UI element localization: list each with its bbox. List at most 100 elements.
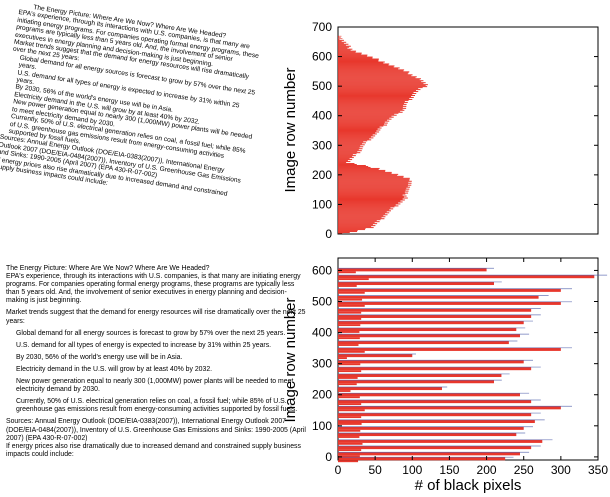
profile-bar [338, 400, 532, 404]
profile-bar [338, 105, 407, 107]
profile-bar [338, 100, 405, 102]
profile-bar [338, 154, 353, 156]
profile-bar [338, 229, 365, 231]
profile-bar [338, 324, 361, 327]
profile-bar [338, 176, 404, 178]
profile-bar [338, 344, 359, 346]
y-axis-label: Image row number [282, 297, 299, 422]
doc-paragraph: Electricity demand in the U.S. will grow… [16, 365, 213, 373]
profile-bar [338, 347, 561, 351]
profile-bar [338, 42, 344, 44]
profile-bar [338, 51, 356, 53]
profile-bar [338, 87, 423, 89]
profile-bar [338, 101, 408, 103]
profile-bar [338, 275, 595, 279]
profile-bar [338, 92, 414, 94]
profile-bar [338, 56, 373, 58]
profile-bar [338, 37, 341, 38]
profile-bar [338, 155, 356, 157]
profile-bar [338, 197, 408, 199]
profile-bar [338, 209, 390, 211]
profile-bar [338, 219, 381, 221]
profile-bar [338, 218, 385, 220]
x-tick-label: 250 [514, 463, 534, 477]
x-tick-label: 350 [588, 463, 608, 477]
y-tick-label: 600 [312, 50, 332, 64]
profile-bar [338, 206, 395, 208]
profile-bar [338, 216, 386, 218]
profile-bar [338, 67, 400, 69]
x-tick-label: 200 [477, 463, 497, 477]
profile-bar [338, 89, 421, 91]
x-tick-label: 300 [551, 463, 571, 477]
profile-bar [338, 119, 388, 121]
profile-bar [338, 82, 426, 84]
profile-bar [338, 177, 410, 179]
profile-bar [338, 179, 410, 181]
y-tick-label: 700 [312, 20, 332, 34]
doc-paragraph: Sources: Annual Energy Outlook (DOE/EIA-… [6, 418, 306, 442]
profile-bar [338, 128, 378, 130]
profile-bar [338, 193, 406, 195]
profile-bar [338, 129, 381, 131]
straight-document-scan: The Energy Picture: Where Are We Now? Wh… [6, 265, 306, 459]
doc-paragraph: U.S. demand for all types of energy is e… [16, 341, 272, 349]
profile-bar [338, 227, 374, 229]
profile-bar [338, 354, 413, 358]
profile-bar [338, 130, 377, 132]
profile-bar [338, 126, 380, 128]
profile-bar [338, 115, 392, 117]
profile-bar [338, 172, 392, 174]
profile-bar [338, 118, 392, 120]
profile-bar [338, 96, 412, 97]
profile-bar [338, 409, 365, 412]
profile-bar [338, 301, 561, 305]
profile-bar [338, 98, 413, 100]
profile-bar [338, 135, 376, 137]
profile-bar [338, 231, 358, 233]
profile-bar [338, 331, 360, 333]
profile-bar [338, 432, 517, 437]
profile-bar [338, 134, 373, 136]
profile-bar [338, 288, 561, 292]
doc-paragraph: If energy prices also rise dramatically … [6, 442, 301, 458]
profile-bar [338, 308, 532, 312]
profile-bar [338, 138, 370, 140]
y-tick-label: 500 [312, 295, 332, 309]
profile-bar [338, 295, 539, 299]
profile-bar [338, 106, 403, 108]
profile-bar [338, 205, 399, 207]
profile-bar [338, 90, 416, 92]
profile-bar [338, 113, 395, 115]
profile-bar [338, 163, 355, 165]
profile-bar [338, 86, 428, 88]
profile-bar [338, 380, 494, 384]
profile-bar [338, 446, 532, 450]
profile-bar [338, 112, 399, 114]
profile-bar [338, 53, 362, 55]
profile-bar [338, 357, 347, 359]
profile-bar [338, 194, 403, 196]
profile-bar [338, 436, 360, 438]
y-tick-label: 0 [325, 450, 332, 464]
profile-bar [338, 423, 362, 425]
profile-bar [338, 97, 410, 99]
profile-bar [338, 159, 353, 161]
profile-bar [338, 210, 391, 212]
profile-bar [338, 327, 517, 332]
profile-bar [338, 442, 363, 445]
profile-bar [338, 43, 349, 45]
profile-bar [338, 80, 424, 82]
profile-bar [338, 217, 382, 219]
profile-bar [338, 103, 407, 105]
y-axis-ticks: 0 100 200 300 400 500 600 [312, 263, 598, 464]
profile-bar [338, 77, 416, 79]
profile-bar [338, 48, 353, 50]
profile-bar [338, 72, 409, 74]
profile-bar [338, 142, 366, 144]
profile-bar [338, 144, 365, 146]
profile-bar [338, 449, 362, 451]
profile-bar [338, 120, 390, 122]
profile-bar [338, 65, 395, 67]
